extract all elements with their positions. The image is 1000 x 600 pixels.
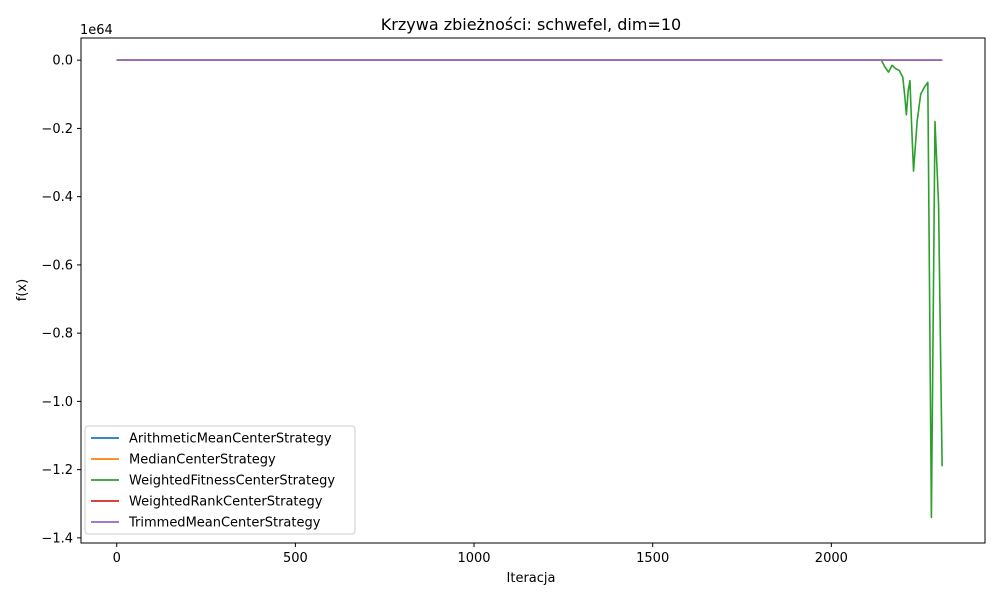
y-axis: 0.0 −0.2 −0.4 −0.6 −0.8 −1.0 −1.2 −1.4 bbox=[41, 54, 81, 546]
x-tick-label: 1500 bbox=[636, 551, 669, 566]
y-tick-label: −1.0 bbox=[41, 395, 73, 410]
y-tick-label: −0.6 bbox=[41, 258, 73, 273]
y-tick-label: −1.4 bbox=[41, 531, 73, 546]
legend-box bbox=[84, 425, 356, 535]
series-layer bbox=[116, 59, 943, 519]
y-tick-label: −1.2 bbox=[41, 463, 73, 478]
x-axis: 0 500 1000 1500 2000 bbox=[113, 543, 848, 566]
plot-frame bbox=[80, 37, 986, 544]
y-tick-label: −0.4 bbox=[41, 190, 73, 205]
y-offset-label: 1e64 bbox=[80, 23, 113, 38]
chart-title: Krzywa zbieżności: schwefel, dim=10 bbox=[381, 15, 681, 34]
y-tick-label: −0.2 bbox=[41, 122, 73, 137]
legend-items: ArithmeticMeanCenterStrategy MedianCenter… bbox=[91, 432, 335, 531]
series-line-weighted-fitness-center-strategy bbox=[116, 59, 943, 519]
x-tick-label: 0 bbox=[113, 551, 121, 566]
legend-label: MedianCenterStrategy bbox=[129, 453, 276, 468]
x-axis-label: Iteracja bbox=[507, 571, 556, 586]
x-tick-label: 500 bbox=[283, 551, 308, 566]
legend: ArithmeticMeanCenterStrategy MedianCenter… bbox=[84, 425, 356, 535]
legend-label: WeightedRankCenterStrategy bbox=[129, 495, 323, 510]
y-tick-label: −0.8 bbox=[41, 327, 73, 342]
y-axis-label: f(x) bbox=[15, 279, 30, 301]
x-tick-label: 1000 bbox=[457, 551, 490, 566]
legend-label: TrimmedMeanCenterStrategy bbox=[128, 516, 321, 531]
legend-label: WeightedFitnessCenterStrategy bbox=[129, 474, 335, 489]
legend-label: ArithmeticMeanCenterStrategy bbox=[129, 432, 332, 447]
x-tick-label: 2000 bbox=[815, 551, 848, 566]
y-tick-label: 0.0 bbox=[52, 54, 73, 69]
